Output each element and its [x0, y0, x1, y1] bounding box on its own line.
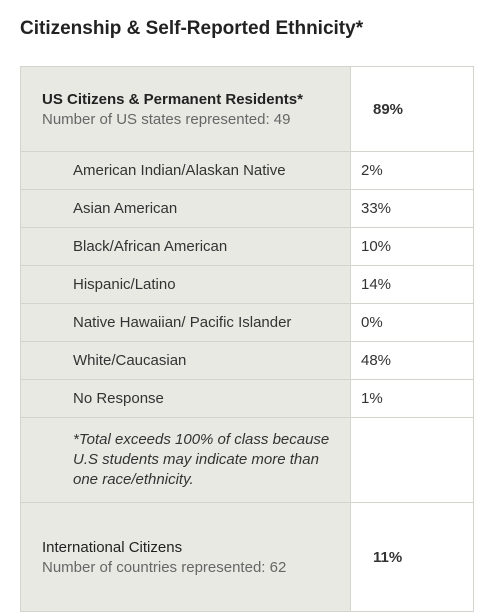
intl-value: 11%: [350, 502, 474, 612]
intl-cell: International Citizens Number of countrie…: [20, 502, 351, 612]
us-label: US Citizens & Permanent Residents*: [42, 90, 303, 108]
footnote: *Total exceeds 100% of class because U.S…: [20, 417, 351, 503]
ethnicity-row: Native Hawaiian/ Pacific Islander 0%: [20, 303, 474, 342]
title: Citizenship & Self-Reported Ethnicity*: [20, 18, 364, 39]
ethnicity-label: Hispanic/Latino: [20, 265, 351, 304]
ethnicity-value: 48%: [350, 341, 474, 380]
us-sub: Number of US states represented: 49: [42, 110, 291, 128]
ethnicity-label: White/Caucasian: [20, 341, 351, 380]
intl-label: International Citizens: [42, 538, 183, 556]
ethnicity-value: 1%: [350, 379, 474, 418]
us-row: US Citizens & Permanent Residents* Numbe…: [20, 66, 474, 152]
ethnicity-label: Asian American: [20, 189, 351, 228]
ethnicity-row: Black/African American 10%: [20, 227, 474, 266]
ethnicity-value: 0%: [350, 303, 474, 342]
ethnicity-label: No Response: [20, 379, 351, 418]
ethnicity-row: American Indian/Alaskan Native 2%: [20, 151, 474, 190]
intl-sub: Number of countries represented: 62: [42, 558, 287, 576]
ethnicity-value: 10%: [350, 227, 474, 266]
us-value: 89%: [350, 66, 474, 152]
ethnicity-label: American Indian/Alaskan Native: [20, 151, 351, 190]
ethnicity-row: Hispanic/Latino 14%: [20, 265, 474, 304]
us-cell: US Citizens & Permanent Residents* Numbe…: [20, 66, 351, 152]
ethnicity-row: Asian American 33%: [20, 189, 474, 228]
table-body: US Citizens & Permanent Residents* Numbe…: [20, 66, 474, 612]
ethnicity-label: Native Hawaiian/ Pacific Islander: [20, 303, 351, 342]
intl-row: International Citizens Number of countrie…: [20, 502, 474, 612]
ethnicity-table: US Citizens & Permanent Residents* Numbe…: [20, 66, 474, 612]
ethnicity-label: Black/African American: [20, 227, 351, 266]
note-empty: [350, 417, 474, 503]
ethnicity-value: 33%: [350, 189, 474, 228]
ethnicity-row: No Response 1%: [20, 379, 474, 418]
note-row: *Total exceeds 100% of class because U.S…: [20, 417, 474, 503]
ethnicity-value: 2%: [350, 151, 474, 190]
ethnicity-value: 14%: [350, 265, 474, 304]
ethnicity-row: White/Caucasian 48%: [20, 341, 474, 380]
